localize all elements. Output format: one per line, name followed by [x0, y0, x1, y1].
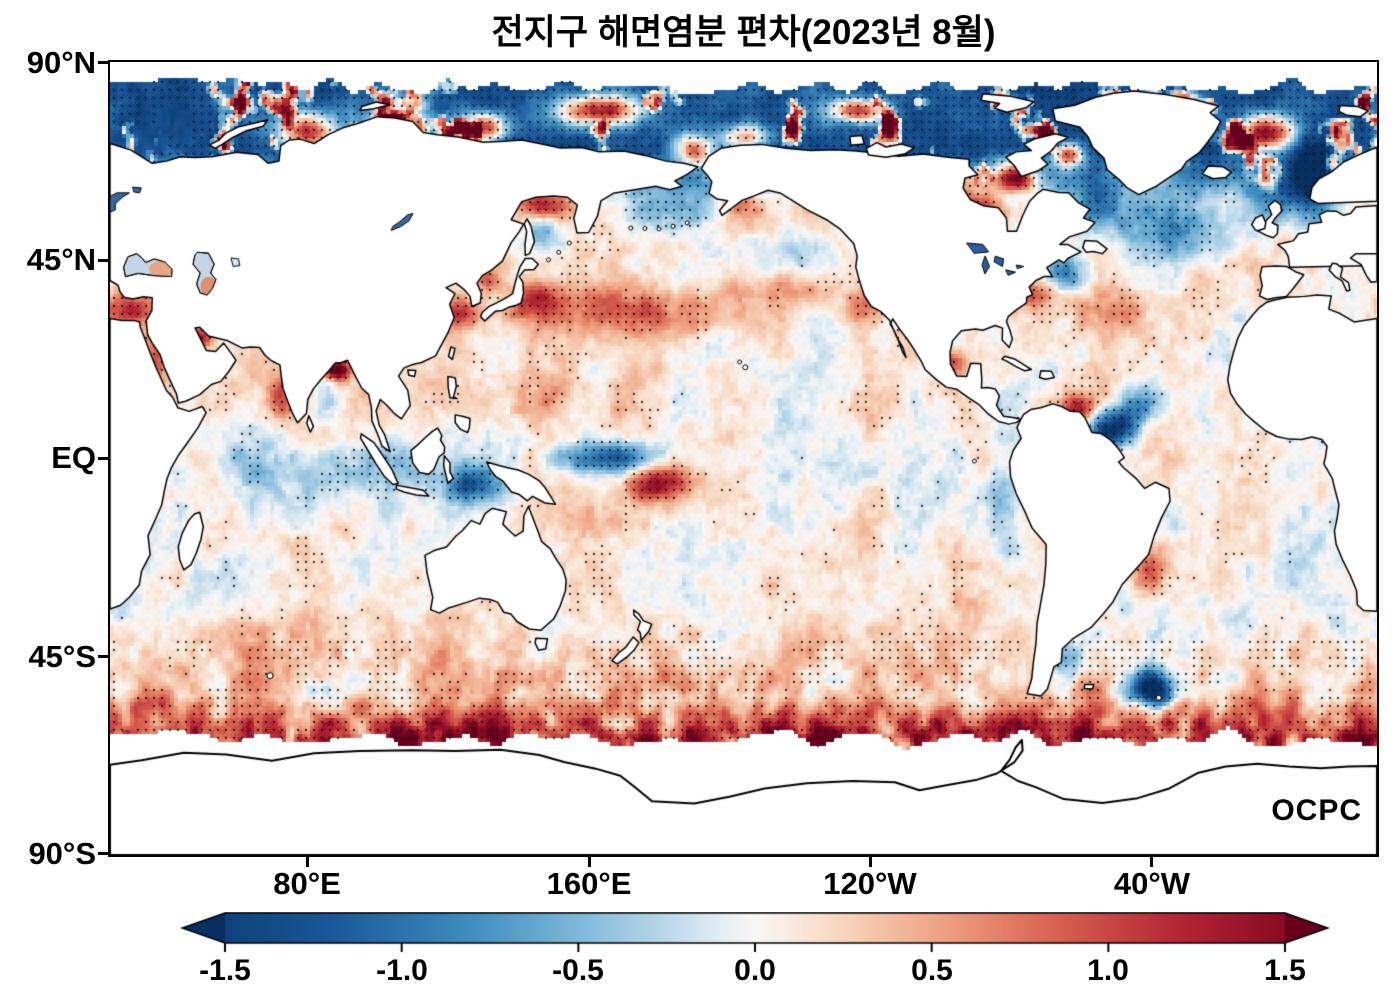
x-axis-tick: [588, 857, 591, 867]
plot-frame: [108, 60, 1379, 857]
colorbar-tick-label: 1.5: [1264, 954, 1306, 987]
colorbar-tick-label: -1.5: [199, 954, 251, 987]
x-tick-label-120w: 120°W: [823, 866, 917, 901]
y-axis-tick: [98, 655, 108, 658]
map-canvas: [110, 62, 1377, 855]
colorbar-tick-label: -1.0: [376, 954, 428, 987]
source-watermark: OCPC: [1271, 794, 1362, 827]
colorbar-tick-label: -0.5: [552, 954, 604, 987]
colorbar-tick-label: 0.0: [734, 954, 776, 987]
y-tick-label-90s: 90°S: [28, 836, 96, 871]
y-tick-label-90n: 90°N: [26, 45, 96, 80]
x-axis-tick: [869, 857, 872, 867]
y-tick-label-45s: 45°S: [28, 639, 96, 674]
x-tick-label-160e: 160°E: [546, 866, 632, 901]
y-tick-label-45n: 45°N: [26, 242, 96, 277]
colorbar-canvas: [180, 912, 1330, 956]
x-tick-label-40w: 40°W: [1113, 866, 1191, 901]
colorbar-tick-label: 1.0: [1087, 954, 1129, 987]
x-tick-label-80e: 80°E: [273, 866, 341, 901]
y-axis-tick: [98, 61, 108, 64]
y-axis-tick: [98, 457, 108, 460]
y-axis-tick: [98, 259, 108, 262]
colorbar-tick-label: 0.5: [911, 954, 953, 987]
y-axis-tick: [98, 852, 108, 855]
figure-title: 전지구 해면염분 편차(2023년 8월): [491, 13, 996, 52]
y-tick-label-eq: EQ: [51, 440, 96, 475]
x-axis-tick: [306, 857, 309, 867]
x-axis-tick: [1150, 857, 1153, 867]
